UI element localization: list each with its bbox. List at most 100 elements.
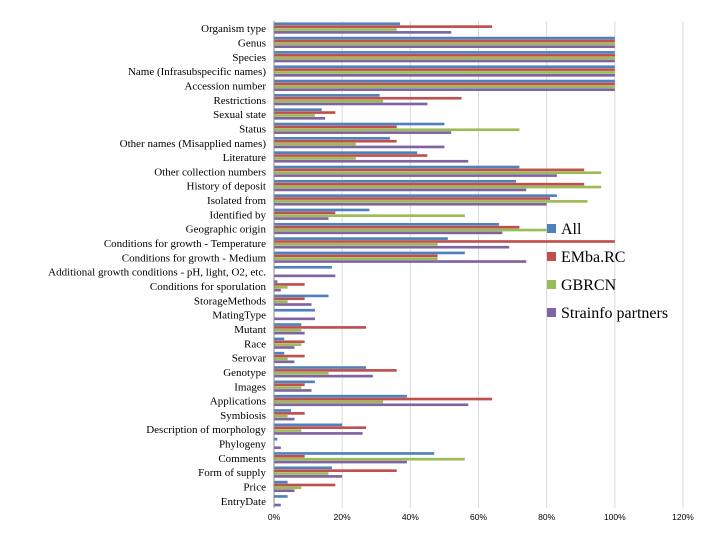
bar xyxy=(274,111,336,114)
bar xyxy=(274,68,615,71)
bar xyxy=(274,369,397,372)
category-label: Mutant xyxy=(234,324,266,336)
bar xyxy=(274,475,343,478)
bar xyxy=(274,389,312,392)
bar xyxy=(274,409,292,412)
bar xyxy=(274,254,438,258)
category-label: Isolated from xyxy=(207,195,266,207)
category-label: Symbiosis xyxy=(220,410,266,422)
bar xyxy=(274,53,615,57)
bar xyxy=(274,79,615,83)
bar xyxy=(274,371,329,375)
category-label: Conditions for growth - Medium xyxy=(122,252,267,264)
bar xyxy=(274,56,615,60)
bar xyxy=(274,96,462,100)
bar xyxy=(274,283,305,286)
category-label: Race xyxy=(244,338,266,350)
category-label: MatingType xyxy=(212,310,266,322)
bar xyxy=(274,85,615,89)
bar xyxy=(274,145,445,149)
bar xyxy=(274,346,295,349)
bar xyxy=(274,351,285,355)
category-label: Identified by xyxy=(209,209,266,221)
bar xyxy=(274,326,367,329)
x-tick-labels: 0% 20% 40% 60% 80% 100% 120% xyxy=(268,512,694,522)
bar xyxy=(274,300,288,303)
bar xyxy=(274,159,469,163)
bar xyxy=(274,257,438,261)
legend-swatch xyxy=(547,308,556,317)
bar xyxy=(274,374,373,378)
bar xyxy=(274,489,295,493)
category-label: Restrictions xyxy=(213,95,266,107)
category-label: Species xyxy=(232,52,266,64)
category-label: Sexual state xyxy=(213,109,266,121)
bar xyxy=(274,294,329,298)
bar xyxy=(274,22,401,26)
legend-swatch xyxy=(547,224,556,233)
bar xyxy=(274,154,428,157)
category-label: Comments xyxy=(218,453,266,465)
category-label: Literature xyxy=(223,152,266,164)
bar xyxy=(274,245,510,249)
category-label: Organism type xyxy=(201,23,266,35)
bar xyxy=(274,28,397,31)
bar xyxy=(274,185,602,189)
bar xyxy=(274,168,585,172)
bar xyxy=(274,88,615,91)
bar xyxy=(274,457,465,461)
bar xyxy=(274,128,520,132)
category-label: Form of supply xyxy=(198,467,266,479)
bar xyxy=(274,337,285,341)
bar xyxy=(274,308,315,312)
bar xyxy=(274,25,493,28)
bar xyxy=(274,45,615,49)
bar xyxy=(274,288,281,292)
bar xyxy=(274,200,588,203)
bar xyxy=(274,82,615,86)
bar xyxy=(274,394,407,398)
legend-label: All xyxy=(561,221,582,238)
bar xyxy=(274,228,547,232)
bar xyxy=(274,455,305,458)
bar xyxy=(274,400,384,404)
bar xyxy=(274,36,615,40)
bar xyxy=(274,265,332,269)
category-label: Price xyxy=(243,482,266,494)
bar xyxy=(274,251,465,255)
x-tick-label: 80% xyxy=(538,512,555,522)
bar xyxy=(274,260,527,263)
legend-label: Strainfo partners xyxy=(561,305,668,322)
bar xyxy=(274,460,407,464)
bar xyxy=(274,208,370,212)
bar xyxy=(274,331,305,335)
category-labels: Organism type Genus Species Name (Infrasubs… xyxy=(48,23,266,508)
bar xyxy=(274,452,435,455)
x-tick-label: 20% xyxy=(334,512,351,522)
x-tick-label: 100% xyxy=(604,512,626,522)
bar xyxy=(274,217,329,220)
bar xyxy=(274,131,452,134)
bar xyxy=(274,328,302,332)
bar xyxy=(274,171,602,175)
bar xyxy=(274,403,469,407)
bar xyxy=(274,188,527,192)
bar xyxy=(274,357,288,361)
bar xyxy=(274,116,326,120)
bar xyxy=(274,108,322,112)
bar xyxy=(274,194,557,197)
bar xyxy=(274,99,384,103)
bar xyxy=(274,182,585,186)
bar xyxy=(274,237,448,240)
bar xyxy=(274,414,288,418)
category-label: Status xyxy=(239,123,266,135)
bar xyxy=(274,31,452,34)
bar xyxy=(274,151,418,155)
bar xyxy=(274,480,288,484)
bar xyxy=(274,274,336,278)
bar xyxy=(274,211,336,215)
category-label: EntryDate xyxy=(221,496,266,508)
category-label: StorageMethods xyxy=(194,295,266,307)
bar xyxy=(274,280,278,283)
